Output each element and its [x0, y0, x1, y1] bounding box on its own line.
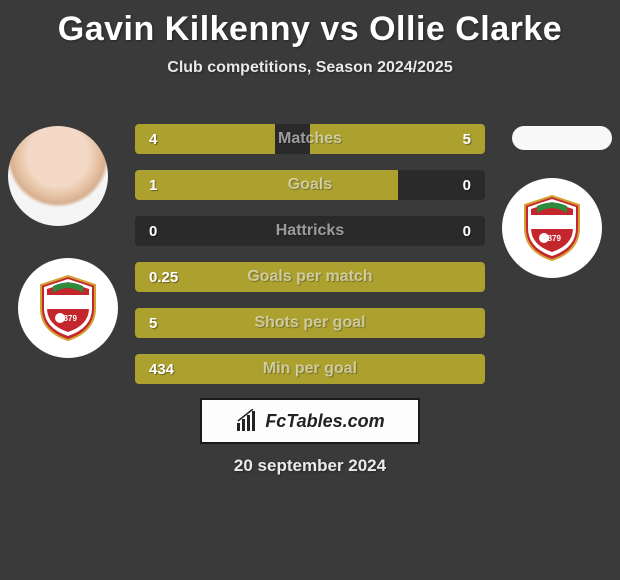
player-right-avatar	[512, 126, 612, 150]
svg-text:1879: 1879	[543, 234, 561, 243]
stat-value-left: 0	[149, 216, 157, 246]
stat-value-left: 0.25	[149, 262, 178, 292]
stats-bars: Matches45Goals10Hattricks00Goals per mat…	[135, 124, 485, 400]
brand-text: FcTables.com	[265, 411, 384, 432]
stat-bar-left-fill	[135, 308, 485, 338]
stat-row: Goals10	[135, 170, 485, 200]
stat-row: Shots per goal5	[135, 308, 485, 338]
shield-icon: 1879	[517, 193, 587, 263]
stat-row: Goals per match0.25	[135, 262, 485, 292]
svg-text:1879: 1879	[59, 314, 77, 323]
stat-value-right: 0	[463, 216, 471, 246]
stat-row: Min per goal434	[135, 354, 485, 384]
stat-label: Hattricks	[135, 216, 485, 246]
stat-value-right: 0	[463, 170, 471, 200]
stat-bar-left-fill	[135, 354, 485, 384]
stat-bar-left-fill	[135, 262, 485, 292]
stat-bar-left-fill	[135, 170, 398, 200]
comparison-date: 20 september 2024	[0, 456, 620, 476]
stat-value-left: 1	[149, 170, 157, 200]
stat-row: Hattricks0 0	[135, 216, 485, 246]
chart-icon	[235, 409, 259, 433]
comparison-title: Gavin Kilkenny vs Ollie Clarke	[0, 0, 620, 49]
shield-icon: 1879	[33, 273, 103, 343]
stat-value-left: 4	[149, 124, 157, 154]
comparison-subtitle: Club competitions, Season 2024/2025	[0, 59, 620, 77]
stat-value-left: 434	[149, 354, 174, 384]
player-left-club-badge: 1879	[18, 258, 118, 358]
player-left-avatar	[8, 126, 108, 226]
stat-value-right: 5	[463, 124, 471, 154]
stat-value-left: 5	[149, 308, 157, 338]
stat-bar-right-fill	[310, 124, 485, 154]
brand-box: FcTables.com	[200, 398, 420, 444]
stat-row: Matches45	[135, 124, 485, 154]
player-right-club-badge: 1879	[502, 178, 602, 278]
